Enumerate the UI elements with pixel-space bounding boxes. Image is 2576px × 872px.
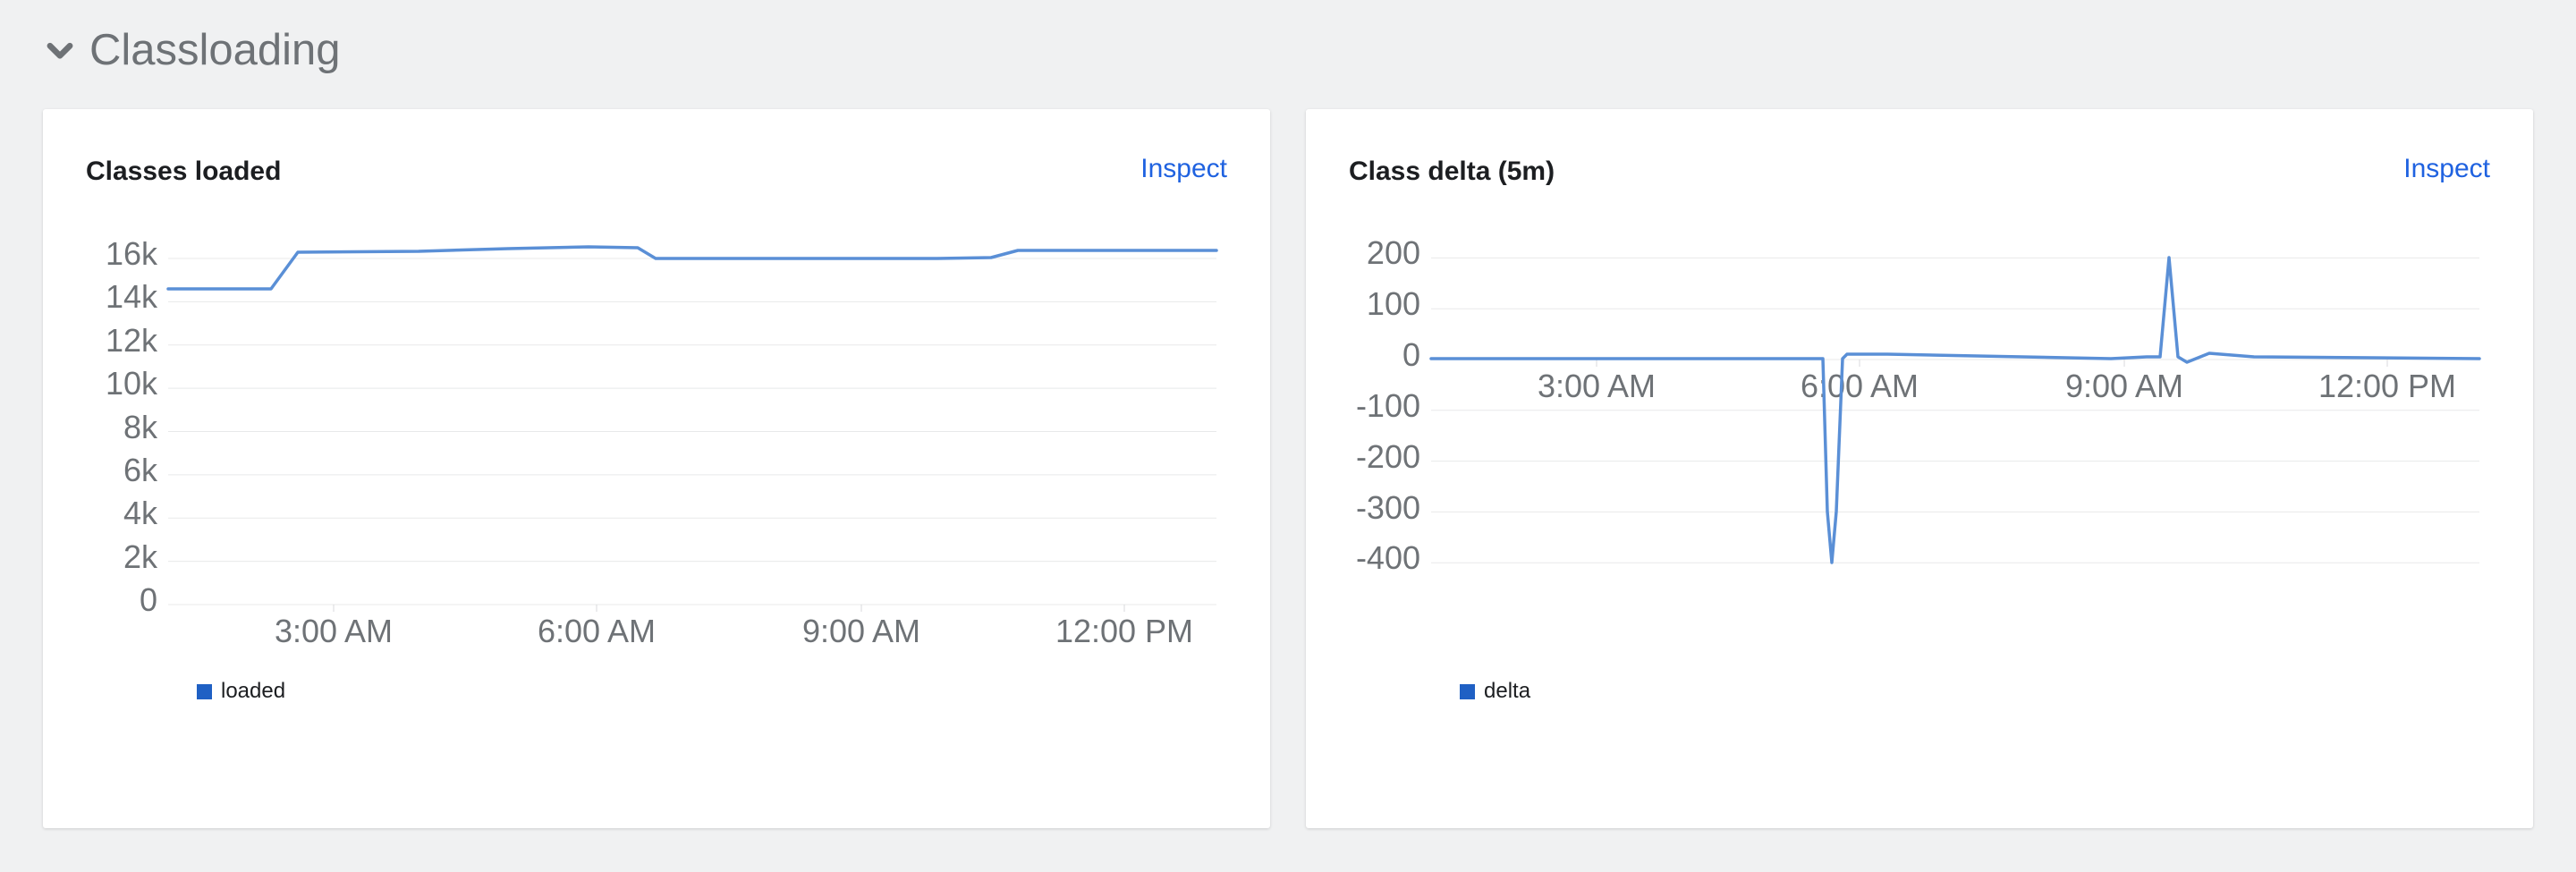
svg-text:-200: -200 <box>1356 438 1420 475</box>
svg-text:-400: -400 <box>1356 539 1420 576</box>
svg-text:6k: 6k <box>123 452 158 488</box>
svg-text:-100: -100 <box>1356 387 1420 424</box>
svg-text:10k: 10k <box>106 365 158 402</box>
svg-text:14k: 14k <box>106 278 158 315</box>
svg-text:8k: 8k <box>123 409 158 445</box>
svg-text:6:00 AM: 6:00 AM <box>538 613 656 649</box>
svg-text:12:00 PM: 12:00 PM <box>1055 613 1193 649</box>
svg-text:3:00 AM: 3:00 AM <box>1538 368 1656 404</box>
svg-text:3:00 AM: 3:00 AM <box>275 613 393 649</box>
svg-text:16k: 16k <box>106 235 158 272</box>
svg-text:200: 200 <box>1367 234 1420 271</box>
svg-text:4k: 4k <box>123 495 158 531</box>
svg-text:12k: 12k <box>106 322 158 359</box>
svg-text:0: 0 <box>1402 336 1420 373</box>
svg-text:2k: 2k <box>123 538 158 575</box>
svg-text:9:00 AM: 9:00 AM <box>2065 368 2183 404</box>
svg-text:0: 0 <box>140 581 157 618</box>
svg-text:6:00 AM: 6:00 AM <box>1801 368 1919 404</box>
svg-text:9:00 AM: 9:00 AM <box>802 613 920 649</box>
svg-text:100: 100 <box>1367 285 1420 322</box>
svg-text:12:00 PM: 12:00 PM <box>2318 368 2456 404</box>
svg-text:-300: -300 <box>1356 489 1420 526</box>
